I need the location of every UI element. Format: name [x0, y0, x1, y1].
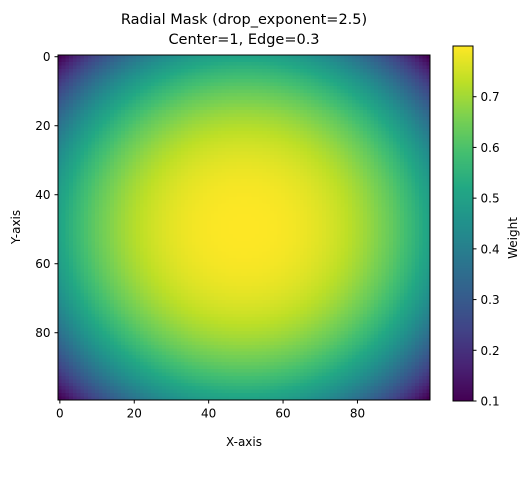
y-tick-label: 60 — [35, 257, 50, 271]
y-tick-label: 40 — [35, 188, 50, 202]
chart-title-line-1: Radial Mask (drop_exponent=2.5) — [121, 12, 367, 28]
chart-title-line-2: Center=1, Edge=0.3 — [168, 32, 319, 48]
heatmap-image-wrapper — [58, 55, 430, 400]
y-tick-label: 20 — [35, 119, 50, 133]
colorbar-image-wrapper — [453, 46, 473, 401]
heatmap-image — [58, 55, 430, 400]
colorbar-tick-label: 0.3 — [481, 293, 500, 307]
colorbar-tick-label: 0.7 — [481, 90, 500, 104]
x-tick-label: 60 — [275, 407, 290, 421]
colorbar-tick-label: 0.2 — [481, 344, 500, 358]
colorbar-tick-label: 0.1 — [481, 395, 500, 409]
x-tick-label: 40 — [201, 407, 216, 421]
x-tick-label: 80 — [350, 407, 365, 421]
y-axis-label: Y-axis — [9, 210, 23, 245]
colorbar-tick-label: 0.6 — [481, 141, 500, 155]
colorbar-tick-label: 0.5 — [481, 192, 500, 206]
x-axis-label: X-axis — [226, 435, 262, 449]
x-tick-label: 0 — [56, 407, 64, 421]
y-tick-label: 80 — [35, 326, 50, 340]
colorbar-tick-label: 0.4 — [481, 242, 500, 256]
y-tick-label: 0 — [43, 50, 51, 64]
x-tick-label: 20 — [127, 407, 142, 421]
colorbar-image — [453, 46, 473, 401]
colorbar-label: Weight — [506, 217, 520, 259]
